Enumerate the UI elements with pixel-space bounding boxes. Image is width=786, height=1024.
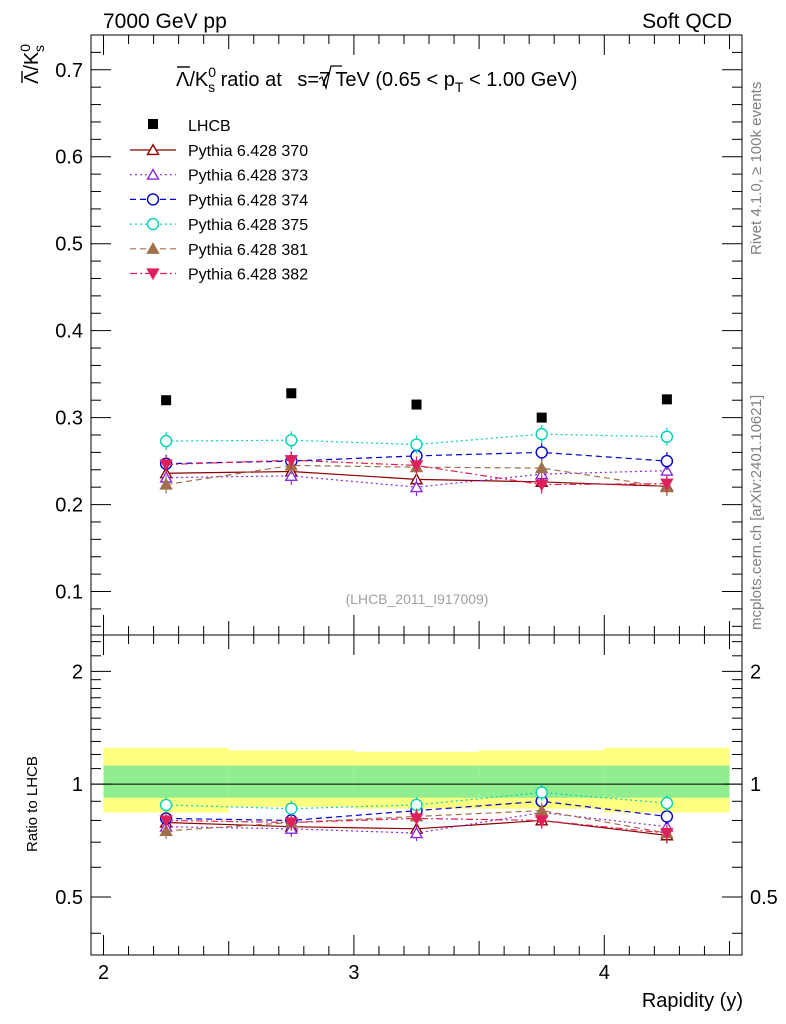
sqrt-sign [318, 65, 342, 91]
legend-label: Pythia 6.428 381 [188, 242, 308, 259]
ratio-point [409, 813, 424, 826]
ratio-band-inner [353, 765, 480, 798]
ratio-y-tick-label-right: 2 [750, 661, 761, 683]
mc-point [410, 438, 423, 451]
svg-text:Λ/K0s ratio at s=7 TeV (0.65 <: Λ/K0 s ratio at s=7 TeV (0.65 < pT < 1.00… [176, 64, 577, 95]
ratio-point [159, 815, 173, 828]
ratio-y-tick-label: 1 [72, 774, 83, 796]
data-point [661, 394, 672, 405]
mc-point [284, 469, 299, 481]
rivet-label: Rivet 4.1.0, ≥ 100k events [748, 82, 765, 255]
mc-point [534, 461, 549, 474]
ratio-point [534, 815, 549, 828]
y-tick-label: 0.3 [55, 408, 83, 430]
main-title: Λ/K0 s ratio at s=7 TeV (0.65 < pT < 1.00… [176, 64, 577, 95]
ratio-point [285, 802, 298, 815]
ratio-band-inner [604, 765, 730, 798]
legend-label: Pythia 6.428 373 [188, 168, 308, 185]
ratio-point [660, 828, 674, 840]
x-tick-label: 2 [98, 962, 109, 984]
mc-point [159, 459, 173, 472]
ratio-point [284, 817, 299, 830]
ratio-ylabel: Ratio to LHCB [24, 756, 41, 852]
legend-label: Pythia 6.428 370 [188, 143, 308, 160]
ratio-point [660, 796, 674, 810]
legend-marker [146, 242, 160, 254]
ratio-band-inner [228, 765, 354, 798]
data-point [536, 412, 547, 423]
mc-point [284, 455, 299, 467]
legend-label: Pythia 6.428 382 [188, 267, 308, 284]
analysis-watermark: (LHCB_2011_I917009) [346, 591, 489, 607]
data-point [161, 395, 172, 406]
data-point [286, 388, 297, 399]
legend-label: Pythia 6.428 375 [188, 217, 308, 234]
y-tick-label: 0.5 [55, 234, 83, 256]
header-left: 7000 GeV pp [103, 10, 227, 33]
mc-point [285, 434, 298, 447]
mc-point [535, 427, 548, 441]
mc-point [409, 480, 424, 493]
legend-marker-data [148, 119, 158, 129]
legend-marker [146, 268, 160, 281]
mc-point [159, 477, 173, 490]
data-point [411, 399, 422, 410]
mc-point [159, 434, 173, 448]
mc-point [660, 430, 674, 443]
mc-point [660, 478, 674, 491]
x-axis-label: Rapidity (y) [642, 990, 743, 1012]
mcplots-label: mcplots.cern.ch [arXiv:2401.10621] [748, 395, 765, 630]
header-right: Soft QCD [642, 10, 732, 33]
ratio-y-tick-label-right: 1 [750, 774, 761, 796]
y-tick-label: 0.7 [55, 60, 83, 82]
ratio-y-tick-label: 0.5 [55, 887, 83, 909]
ratio-y-tick-label-right: 0.5 [750, 887, 778, 909]
legend-marker [146, 193, 160, 206]
x-tick-label: 3 [348, 962, 359, 984]
y-tick-label: 0.4 [55, 321, 83, 343]
ratio-point [159, 798, 173, 812]
mc-point [534, 479, 549, 492]
ratio-band-inner [103, 765, 229, 798]
y-tick-label: 0.1 [55, 582, 83, 604]
legend-marker [146, 168, 160, 180]
ratio-point [535, 786, 548, 799]
legend-marker [146, 143, 160, 156]
ratio-point [660, 810, 674, 823]
y-tick-label: 0.6 [55, 147, 83, 169]
legend-label: Pythia 6.428 374 [188, 192, 308, 209]
ratio-y-tick-label: 2 [72, 661, 83, 683]
x-tick-label: 4 [599, 962, 610, 984]
mc-point [409, 460, 424, 473]
y-tick-label: 0.2 [55, 495, 83, 517]
ratio-frame [90, 634, 743, 956]
ratio-point [409, 826, 424, 839]
ratio-point [159, 824, 173, 837]
legend-label-data: LHCB [188, 118, 231, 135]
mc-point [660, 454, 674, 468]
main-ylabel: Λ/K0s [17, 44, 47, 84]
svg-text:Λ/K0s: Λ/K0s [17, 44, 47, 84]
ylabel-lambdabar: Λ [21, 70, 43, 84]
legend-marker [146, 217, 160, 231]
mc-point [535, 446, 548, 459]
